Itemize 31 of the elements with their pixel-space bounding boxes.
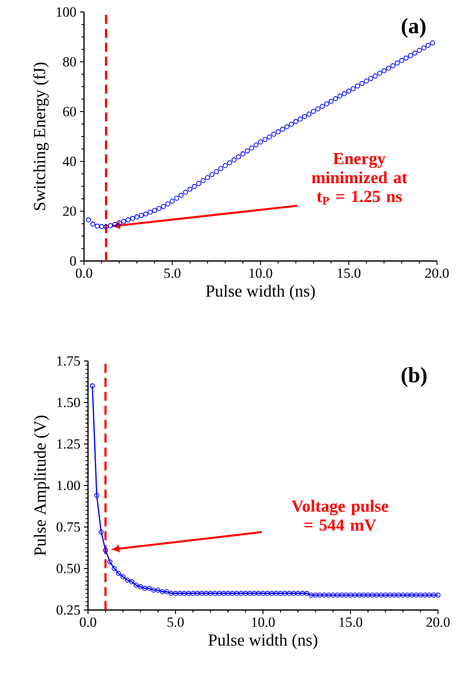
y-tick-label: 0.50 xyxy=(56,564,80,574)
y-tick-label: 60 xyxy=(63,106,76,116)
x-tick-label: 10.0 xyxy=(250,268,272,278)
x-tick-label: 15.0 xyxy=(340,618,362,627)
y-tick-label: 1.50 xyxy=(57,398,80,408)
annotation: (b) xyxy=(402,367,427,387)
x-axis-title: Pulse width (ns) xyxy=(206,284,315,300)
y-tick-label: 80 xyxy=(63,57,76,67)
x-tick-label: 10.0 xyxy=(252,618,275,627)
x-tick-label: 0.0 xyxy=(80,618,96,627)
x-axis-title: Pulse width (ns) xyxy=(208,634,318,650)
y-tick-label: 100 xyxy=(56,7,76,17)
y-axis-title: Switching Energy (fJ) xyxy=(33,62,49,210)
annotation: Voltage pulse = 544 mV xyxy=(292,500,388,531)
y-tick-label: 0.25 xyxy=(56,605,80,615)
y-tick-label: 1.75 xyxy=(57,356,80,366)
x-tick-label: 20.0 xyxy=(426,618,450,627)
x-tick-label: 15.0 xyxy=(338,268,360,278)
y-axis-title: Pulse Amplitude (V) xyxy=(34,416,50,556)
y-tick-label: 1.25 xyxy=(57,439,80,449)
x-tick-label: 5.0 xyxy=(168,618,184,627)
y-tick-label: 0.75 xyxy=(56,522,80,532)
x-tick-label: 0.0 xyxy=(76,268,92,278)
y-tick-label: 1.00 xyxy=(57,480,80,490)
x-tick-label: 5.0 xyxy=(164,268,180,278)
y-tick-label: 0 xyxy=(70,256,76,266)
y-tick-label: 20 xyxy=(63,206,76,216)
annotation: (a) xyxy=(402,18,426,38)
x-tick-label: 20.0 xyxy=(425,268,449,278)
annotation: Energy minimized at t$_{P}$ = 1.25 ns xyxy=(312,153,408,205)
y-tick-label: 40 xyxy=(62,156,76,166)
